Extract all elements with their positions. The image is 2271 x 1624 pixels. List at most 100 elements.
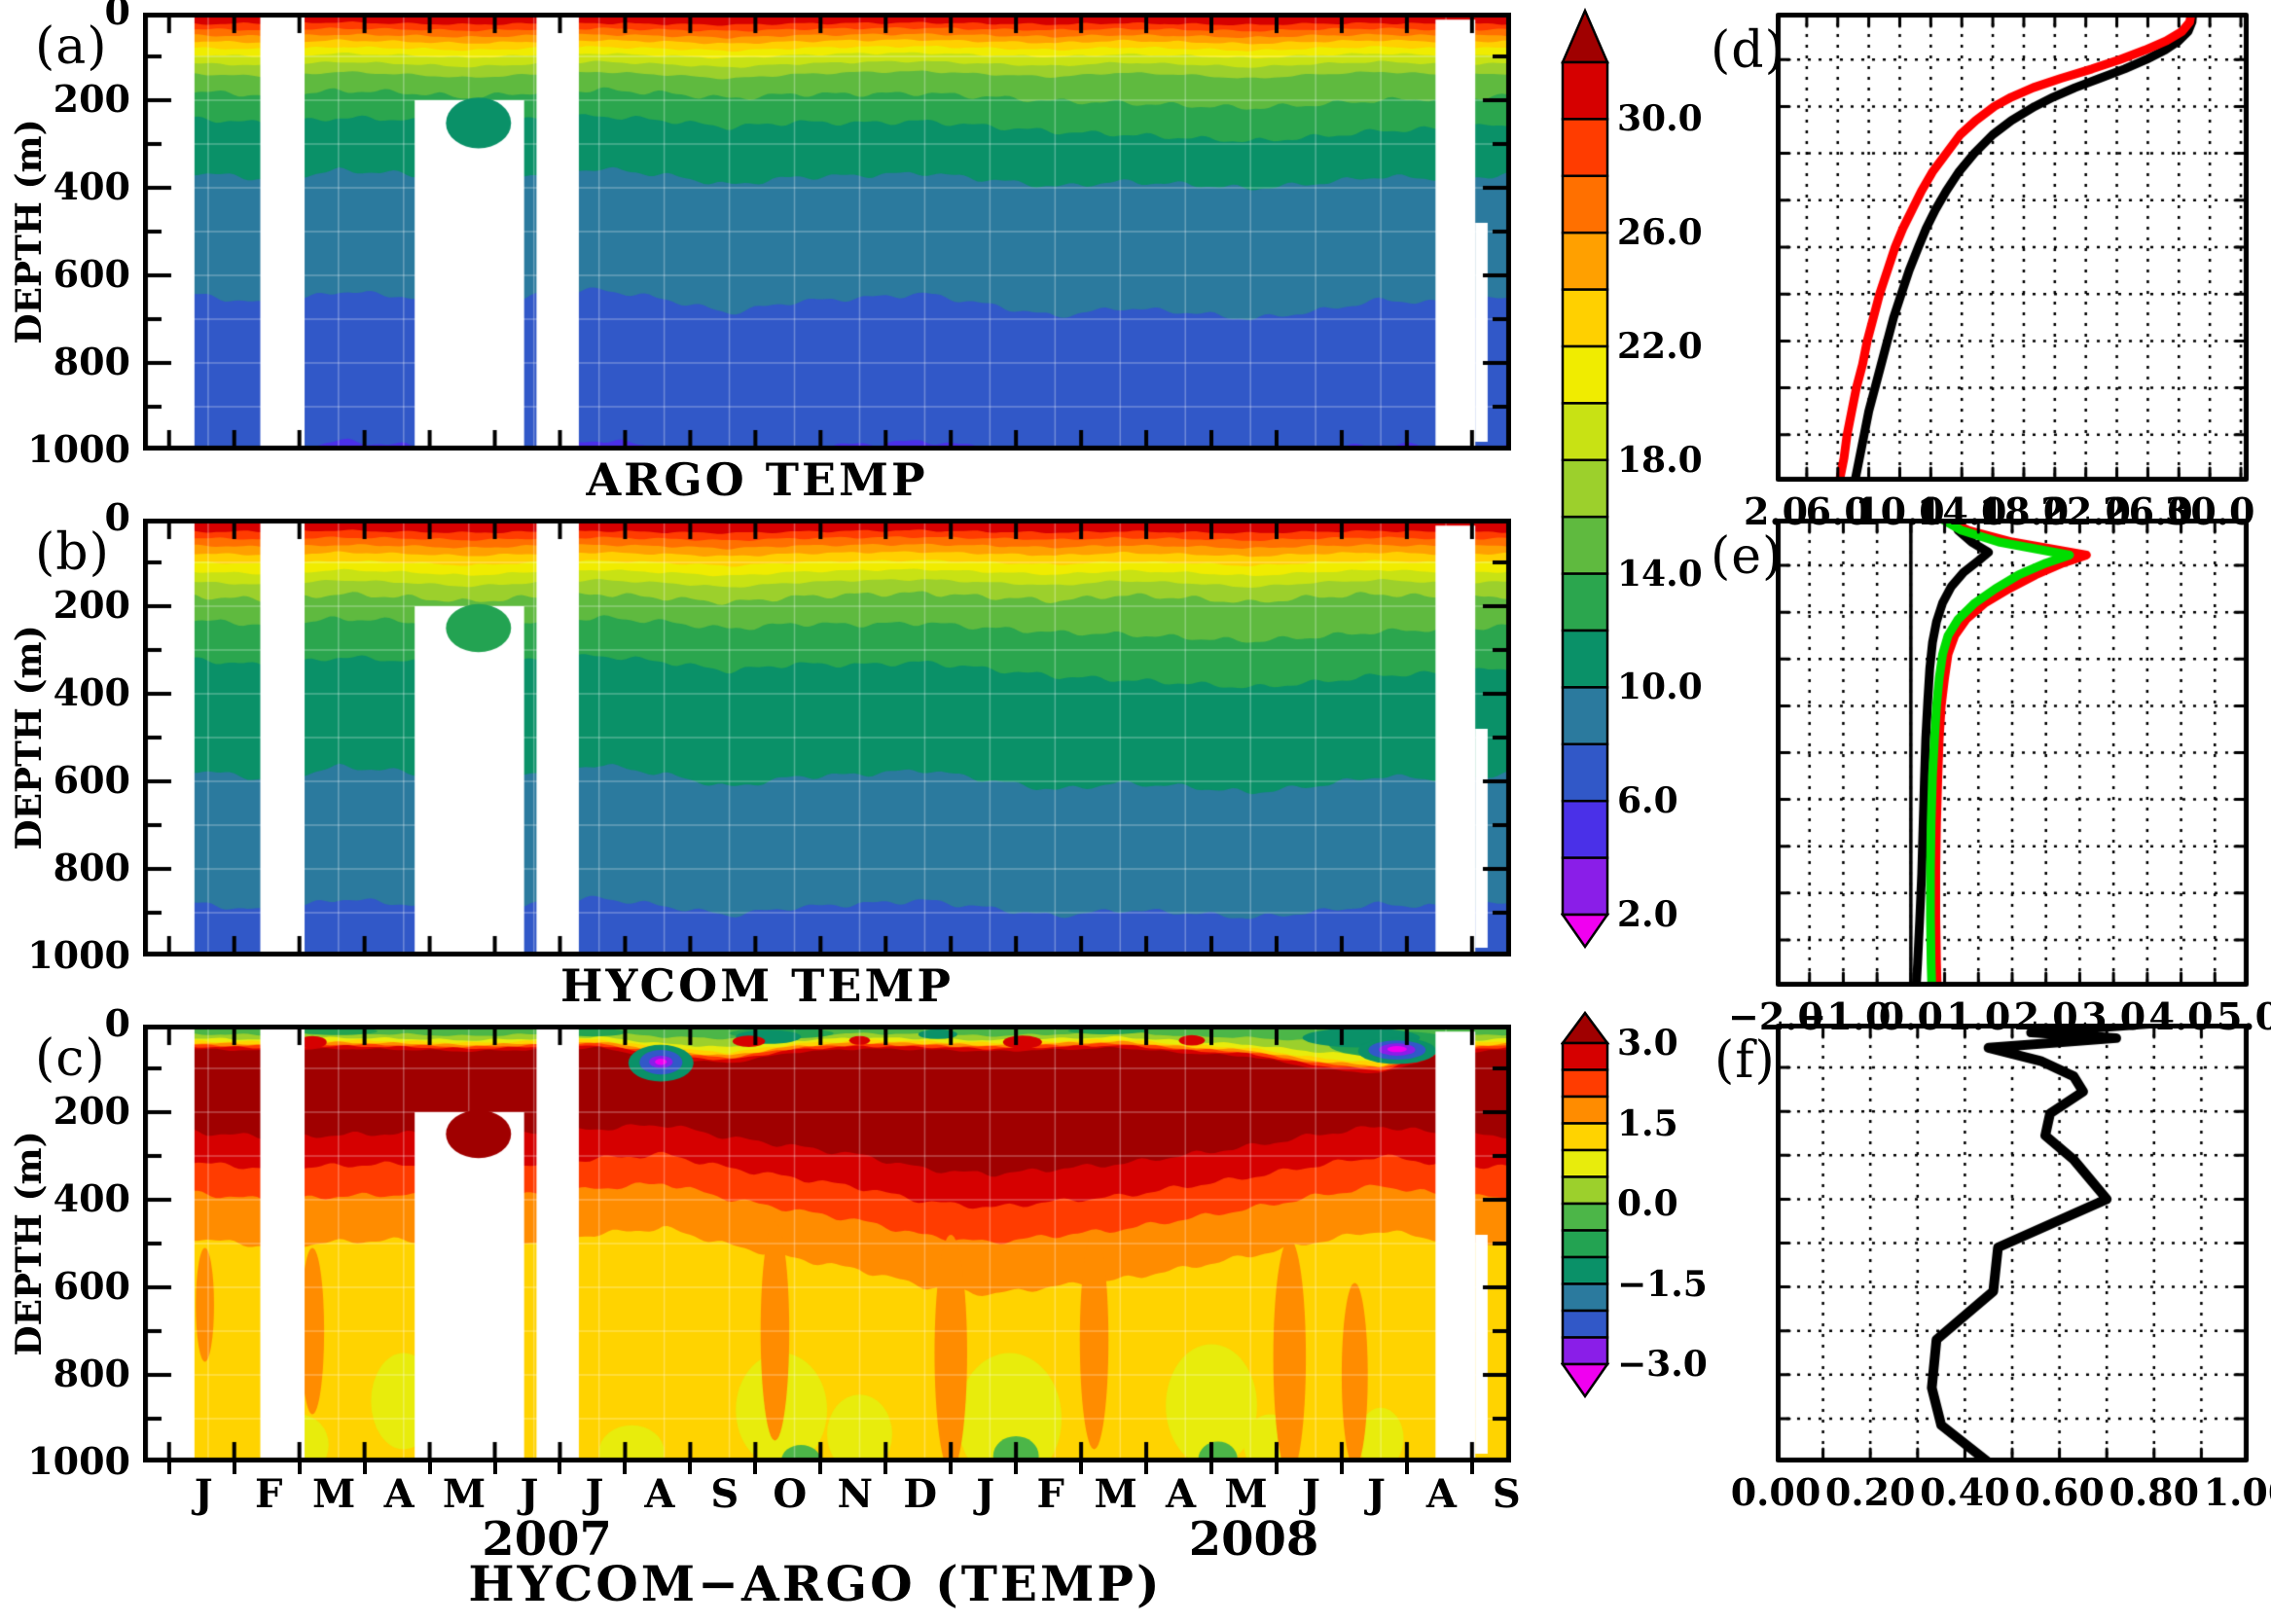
colorbar-tick-label: −1.5 — [1617, 1263, 1708, 1305]
colorbar-tick-label: 22.0 — [1617, 326, 1703, 367]
colorbar-tick-label: 10.0 — [1617, 667, 1703, 708]
profile-x-tick-label: 2.0 — [1743, 489, 1809, 533]
profile-x-tick-label: 10.0 — [1855, 489, 1945, 533]
depth-tick-label: 400 — [53, 670, 130, 714]
depth-tick-label: 1000 — [27, 933, 130, 977]
month-outward-tick — [753, 1461, 758, 1474]
panel-c-letter: (c) — [35, 1029, 106, 1088]
month-label: J — [1366, 1471, 1386, 1517]
depth-tick-label: 0 — [104, 1001, 130, 1045]
month-label: D — [903, 1471, 938, 1517]
depth-tick-label: 0 — [104, 495, 130, 539]
profile-x-tick-label: 4.0 — [2148, 994, 2214, 1038]
depth-tick-label: 600 — [53, 758, 130, 802]
month-label: A — [1425, 1471, 1457, 1517]
month-outward-tick — [166, 1461, 171, 1474]
month-outward-tick — [1469, 1461, 1474, 1474]
month-label: O — [773, 1471, 808, 1517]
profile-x-tick-label: 5.0 — [2216, 994, 2271, 1038]
month-label: M — [1094, 1471, 1137, 1517]
contour-panel-hycom-minus-argo — [143, 1025, 1511, 1462]
month-outward-tick — [1339, 1461, 1344, 1474]
profile-x-tick-label: 0.20 — [1824, 1470, 1916, 1514]
panel-c-title: HYCOM−ARGO (TEMP) — [468, 1555, 1163, 1612]
colorbar-tick-label: 6.0 — [1617, 780, 1678, 822]
colorbar-tick-label: 2.0 — [1617, 894, 1678, 935]
profile-panel-mean-temp — [1776, 13, 2249, 482]
panel-a-letter: (a) — [35, 18, 108, 76]
month-label: J — [520, 1471, 539, 1517]
colorbar-temperature — [1560, 7, 1677, 981]
profile-x-tick-label: 0.0 — [1878, 994, 1943, 1038]
month-label: S — [710, 1471, 739, 1517]
month-outward-tick — [1144, 1461, 1149, 1474]
colorbar-tick-label: 18.0 — [1617, 439, 1703, 481]
colorbar-tick-label: 3.0 — [1617, 1023, 1678, 1064]
depth-tick-label: 1000 — [27, 1439, 130, 1483]
profile-x-tick-label: 26.0 — [2103, 489, 2193, 533]
depth-tick-label: 1000 — [27, 427, 130, 471]
profile-x-tick-label: 14.0 — [1916, 489, 2007, 533]
profile-x-tick-label: 0.40 — [1920, 1470, 2010, 1514]
depth-tick-label: 600 — [53, 1264, 130, 1308]
year-label: 2008 — [1188, 1512, 1319, 1567]
depth-tick-label: 600 — [53, 252, 130, 296]
month-outward-tick — [1209, 1461, 1214, 1474]
year-label: 2007 — [482, 1512, 612, 1567]
month-outward-tick — [949, 1461, 954, 1474]
month-outward-tick — [818, 1461, 823, 1474]
month-outward-tick — [1079, 1461, 1084, 1474]
month-label: J — [585, 1471, 604, 1517]
month-label: S — [1492, 1471, 1521, 1517]
panel-b-title: HYCOM TEMP — [560, 959, 954, 1012]
colorbar-tick-label: −3.0 — [1617, 1344, 1708, 1385]
colorbar-tick-label: 0.0 — [1617, 1183, 1678, 1224]
depth-tick-label: 400 — [53, 1176, 130, 1220]
month-outward-tick — [362, 1461, 367, 1474]
month-label: J — [976, 1471, 995, 1517]
profile-panel-stdv-rms — [1776, 519, 2249, 987]
depth-tick-label: 800 — [53, 340, 130, 383]
profile-x-tick-label: 0.60 — [2014, 1470, 2105, 1514]
month-outward-tick — [232, 1461, 236, 1474]
month-outward-tick — [1274, 1461, 1279, 1474]
depth-tick-label: 200 — [53, 583, 130, 627]
depth-tick-label: 400 — [53, 164, 130, 208]
depth-tick-label: 200 — [53, 1089, 130, 1133]
profile-x-tick-label: 3.0 — [2081, 994, 2146, 1038]
month-outward-tick — [492, 1461, 497, 1474]
profile-x-tick-label: 1.0 — [1946, 994, 2011, 1038]
month-label: A — [1166, 1471, 1197, 1517]
month-label: J — [194, 1471, 213, 1517]
profile-x-tick-label: −2.0 — [1728, 994, 1823, 1038]
contour-panel-hycom-temp — [143, 519, 1511, 956]
profile-x-tick-label: 30.0 — [2164, 489, 2255, 533]
month-outward-tick — [558, 1461, 562, 1474]
month-outward-tick — [297, 1461, 302, 1474]
panel-f-letter: (f) — [1714, 1031, 1776, 1090]
profile-x-tick-label: 0.80 — [2109, 1470, 2200, 1514]
month-label: M — [442, 1471, 487, 1517]
contour-panel-argo-temp — [143, 13, 1511, 451]
month-outward-tick — [688, 1461, 693, 1474]
month-label: M — [1224, 1471, 1268, 1517]
month-outward-tick — [1014, 1461, 1019, 1474]
month-label: N — [837, 1471, 874, 1517]
month-outward-tick — [427, 1461, 432, 1474]
depth-axis-label-a: DEPTH (m) — [9, 119, 50, 344]
month-label: M — [312, 1471, 356, 1517]
depth-tick-label: 800 — [53, 846, 130, 889]
month-label: J — [1301, 1471, 1320, 1517]
profile-panel-correlation — [1776, 1024, 2249, 1462]
profile-x-tick-label: 1.00 — [2203, 1470, 2271, 1514]
profile-x-tick-label: 2.0 — [2013, 994, 2078, 1038]
colorbar-tick-label: 14.0 — [1617, 553, 1703, 595]
profile-x-tick-label: −1.0 — [1795, 994, 1892, 1038]
panel-b-letter: (b) — [35, 523, 110, 582]
panel-e-letter: (e) — [1711, 527, 1784, 586]
panel-a-title: ARGO TEMP — [586, 453, 928, 506]
month-outward-tick — [883, 1461, 888, 1474]
colorbar-tick-label: 30.0 — [1617, 98, 1703, 140]
month-outward-tick — [623, 1461, 628, 1474]
